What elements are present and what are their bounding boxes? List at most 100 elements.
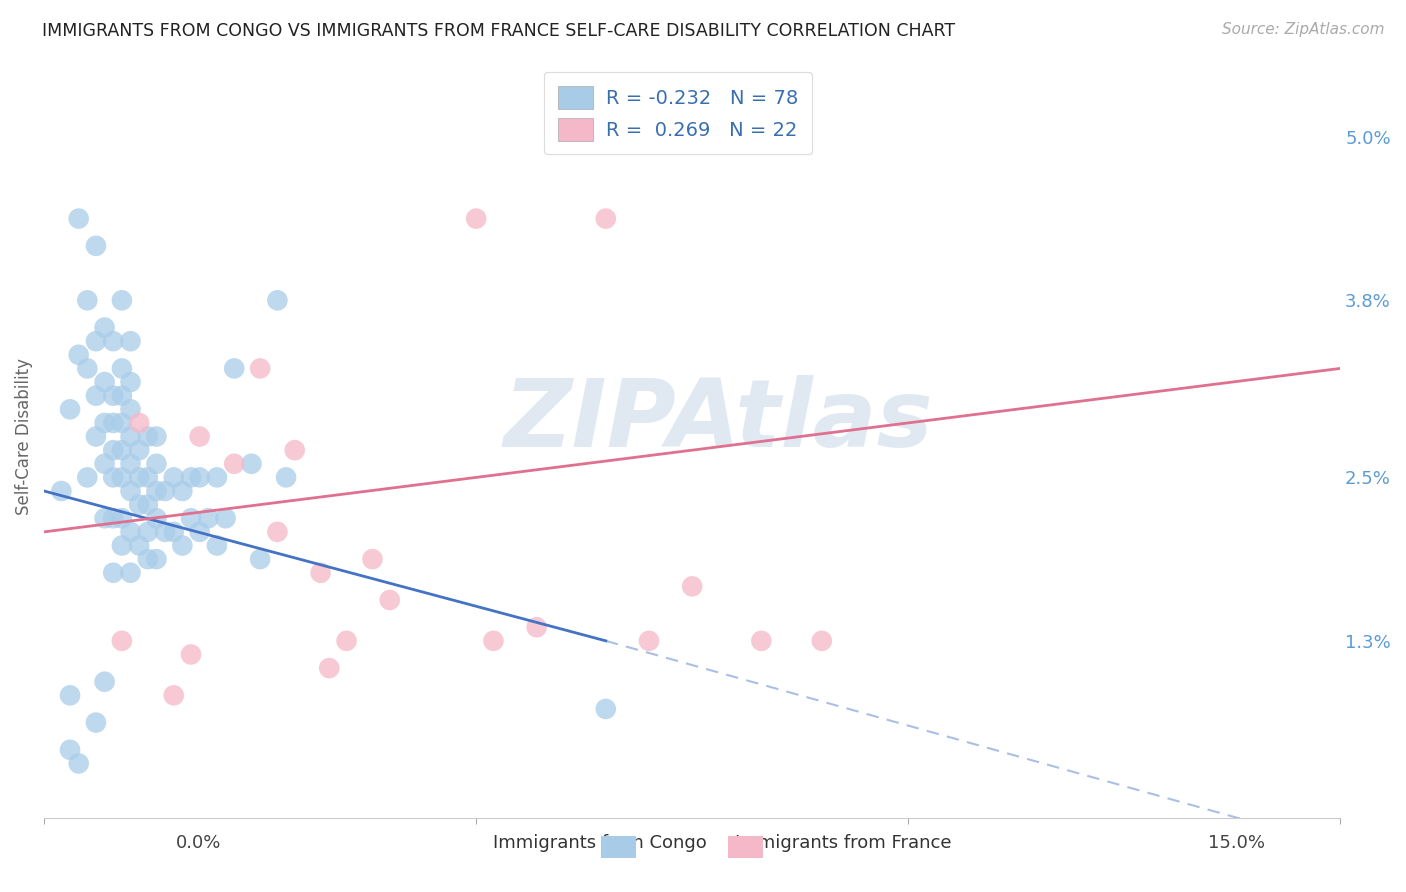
Point (120, 375, 142, 389)
Point (93, 511, 115, 525)
Point (111, 511, 134, 525)
Point (128, 539, 150, 553)
Point (180, 511, 202, 525)
Text: IMMIGRANTS FROM CONGO VS IMMIGRANTS FROM FRANCE SELF-CARE DISABILITY CORRELATION: IMMIGRANTS FROM CONGO VS IMMIGRANTS FROM… (42, 22, 955, 40)
Point (84, 239, 107, 253)
Point (136, 470, 159, 484)
Point (136, 524, 159, 539)
Point (120, 429, 142, 443)
Point (103, 389, 125, 403)
Point (224, 361, 246, 376)
Point (145, 552, 167, 566)
Point (266, 293, 288, 308)
Point (93, 416, 115, 430)
Legend: R = -0.232   N = 78, R =  0.269   N = 22: R = -0.232 N = 78, R = 0.269 N = 22 (544, 72, 813, 154)
Y-axis label: Self-Care Disability: Self-Care Disability (15, 358, 32, 515)
Point (145, 483, 167, 498)
Point (111, 416, 134, 430)
Point (378, 593, 401, 607)
Point (249, 361, 271, 376)
Point (361, 552, 384, 566)
Point (120, 334, 142, 348)
Point (103, 334, 125, 348)
Point (128, 443, 150, 458)
Point (197, 511, 219, 525)
Point (120, 483, 142, 498)
Point (120, 402, 142, 417)
Point (84, 715, 107, 730)
Point (153, 524, 176, 539)
Text: 15.0%: 15.0% (1208, 834, 1265, 852)
Point (482, 633, 505, 648)
Point (163, 470, 186, 484)
Point (76, 361, 98, 376)
Point (266, 524, 288, 539)
Point (681, 579, 703, 593)
Point (103, 566, 125, 580)
Point (240, 457, 263, 471)
Point (111, 293, 134, 308)
Point (526, 620, 548, 634)
Point (638, 633, 661, 648)
Point (84, 389, 107, 403)
Point (67, 211, 90, 226)
Point (103, 470, 125, 484)
Point (136, 429, 159, 443)
Point (76, 470, 98, 484)
Point (120, 566, 142, 580)
Point (145, 429, 167, 443)
Point (84, 334, 107, 348)
Point (180, 470, 202, 484)
Point (67, 756, 90, 771)
Point (136, 498, 159, 512)
Point (249, 552, 271, 566)
Text: Immigrants from France: Immigrants from France (734, 834, 950, 852)
Point (111, 539, 134, 553)
Point (111, 361, 134, 376)
Point (59, 402, 82, 417)
Point (180, 648, 202, 662)
Text: Source: ZipAtlas.com: Source: ZipAtlas.com (1222, 22, 1385, 37)
Point (172, 539, 194, 553)
Point (188, 470, 211, 484)
Point (224, 457, 246, 471)
Point (59, 689, 82, 703)
Point (111, 389, 134, 403)
Point (51, 483, 73, 498)
Point (810, 633, 832, 648)
Point (335, 633, 357, 648)
Point (84, 429, 107, 443)
Point (93, 375, 115, 389)
Point (163, 524, 186, 539)
Point (214, 511, 236, 525)
Point (465, 211, 488, 226)
Point (128, 470, 150, 484)
Point (120, 457, 142, 471)
Point (595, 211, 617, 226)
Point (145, 457, 167, 471)
Point (93, 457, 115, 471)
Point (205, 539, 228, 553)
Point (111, 633, 134, 648)
Point (59, 743, 82, 757)
Point (595, 702, 617, 716)
Point (103, 443, 125, 458)
Point (93, 674, 115, 689)
Point (67, 348, 90, 362)
Point (274, 470, 297, 484)
Point (749, 633, 772, 648)
Point (153, 483, 176, 498)
Point (128, 498, 150, 512)
Point (205, 470, 228, 484)
Point (188, 524, 211, 539)
Point (188, 429, 211, 443)
Point (172, 483, 194, 498)
Point (76, 293, 98, 308)
Point (120, 524, 142, 539)
Point (318, 661, 340, 675)
Text: 0.0%: 0.0% (176, 834, 221, 852)
Point (93, 320, 115, 334)
Point (284, 443, 307, 458)
Point (103, 511, 125, 525)
Point (111, 470, 134, 484)
